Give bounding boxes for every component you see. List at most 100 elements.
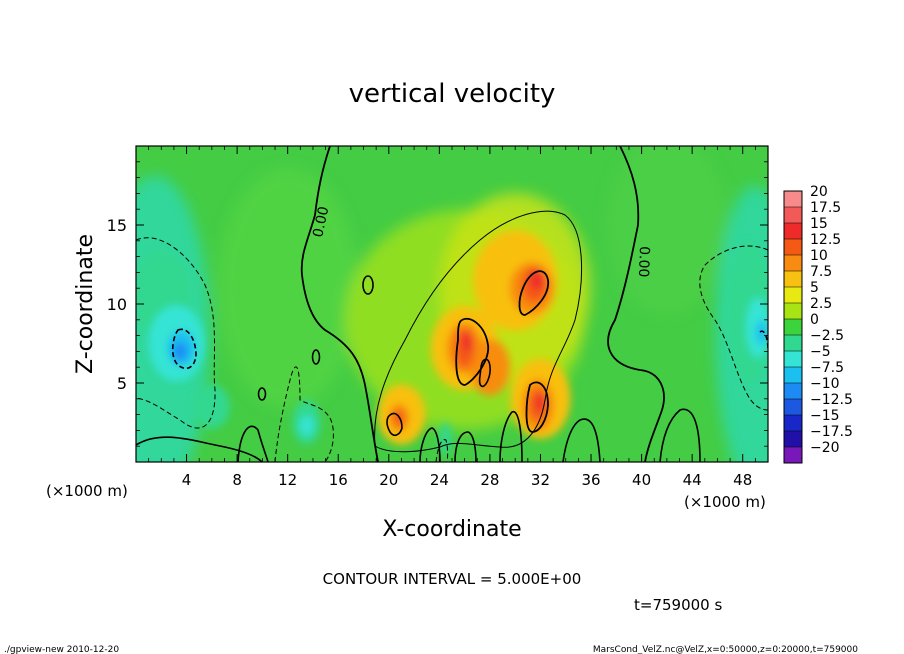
contour-lines <box>136 146 768 462</box>
x-unit-label-left: (×1000 m) <box>46 482 128 500</box>
contour-zero <box>257 387 267 401</box>
x-axis-label: X-coordinate <box>382 517 521 542</box>
contour-zero <box>300 146 379 462</box>
x-tick-label: 12 <box>278 471 297 489</box>
contour-negative <box>699 245 768 411</box>
footer-left: ./gpview-new 2010-12-20 <box>4 645 119 654</box>
contour-zero <box>478 358 491 388</box>
x-tick-label: 36 <box>581 471 600 489</box>
x-tick-label: 28 <box>480 471 499 489</box>
colorbar-label: 15 <box>810 216 828 232</box>
colorbar-label: −17.5 <box>810 424 853 440</box>
contour-negative <box>171 328 197 370</box>
chart-title: vertical velocity <box>349 79 556 109</box>
colorbar-label: 20 <box>810 184 828 200</box>
colorbar-label: −7.5 <box>810 360 844 376</box>
footer-right: MarsCond_VelZ.nc@VelZ,x=0:50000,z=0:2000… <box>593 645 858 654</box>
contour-zero <box>237 425 269 462</box>
colorbar-label: 5 <box>810 280 819 296</box>
colorbar-swatch <box>784 447 802 464</box>
contour-zero <box>455 317 489 386</box>
contour-negative <box>435 439 449 462</box>
colorbar-swatch <box>784 415 802 432</box>
colorbar-swatch <box>784 383 802 400</box>
plot-area <box>136 146 768 462</box>
x-tick-label: 16 <box>329 471 348 489</box>
downdraft-blob <box>755 320 768 345</box>
downdraft-blob <box>193 384 230 429</box>
contour-zero <box>386 412 403 437</box>
colorbar-label: −12.5 <box>810 392 853 408</box>
colorbar-label: −5 <box>810 344 831 360</box>
y-axis-ticks: 5 10 15 <box>107 161 768 447</box>
colorbar-label: 17.5 <box>810 200 841 216</box>
colorbar-frame <box>783 190 803 464</box>
colorbar-label: −20 <box>810 440 840 456</box>
field-blob <box>606 146 727 315</box>
contour-zero <box>374 210 582 453</box>
contour-negative <box>274 366 334 462</box>
field-blob <box>217 168 358 409</box>
colorbar-label: 0 <box>810 312 819 328</box>
contour-zero <box>136 436 263 462</box>
colorbar-label: −2.5 <box>810 328 844 344</box>
colorbar-swatch <box>784 303 802 320</box>
x-axis-ticks: 4 8 12 16 20 24 28 32 36 40 44 48 <box>148 146 769 489</box>
updraft-blob <box>529 270 544 291</box>
y-axis-label: Z-coordinate <box>73 234 98 374</box>
colorbar-swatch <box>784 431 802 448</box>
contour-zero <box>419 427 441 462</box>
colorbar-swatch <box>784 207 802 224</box>
contour-zero <box>525 381 549 433</box>
colorbar-swatch <box>784 287 802 304</box>
colorbar-swatch <box>784 223 802 240</box>
y-tick-label: 5 <box>117 374 127 393</box>
x-tick-label: 32 <box>531 471 550 489</box>
colorbar-swatch <box>784 239 802 256</box>
downdraft-blob <box>439 422 452 455</box>
contour-interval-text: CONTOUR INTERVAL = 5.000E+00 <box>323 570 582 588</box>
downdraft-blob <box>299 415 314 436</box>
colorbar-swatch <box>784 335 802 352</box>
colorbar-swatch <box>784 255 802 272</box>
contour-zero <box>499 411 523 462</box>
contour-zero <box>362 275 374 295</box>
x-tick-label: 40 <box>632 471 651 489</box>
x-tick-label: 4 <box>182 471 192 489</box>
colorbar-label: 7.5 <box>810 264 832 280</box>
y-tick-label: 10 <box>107 295 127 314</box>
x-tick-label: 48 <box>733 471 752 489</box>
contour-zero <box>454 431 477 462</box>
contour-zero <box>311 349 321 365</box>
updraft-blob <box>462 331 473 352</box>
y-tick-label: 15 <box>107 216 127 235</box>
time-text: t=759000 s <box>634 596 722 614</box>
colorbar-swatch <box>784 191 802 208</box>
colorbar-swatch <box>784 271 802 288</box>
contour-zero <box>607 146 665 462</box>
colorbar-label: −15 <box>810 408 840 424</box>
colorbar-label: 12.5 <box>810 232 841 248</box>
x-tick-label: 8 <box>232 471 242 489</box>
x-tick-label: 20 <box>379 471 398 489</box>
contour-zero <box>659 408 701 462</box>
velocity-field <box>136 146 768 462</box>
colorbar-swatch <box>784 351 802 368</box>
updraft-blob <box>535 392 546 411</box>
x-unit-label-right: (×1000 m) <box>684 493 766 511</box>
contour-zero <box>562 418 601 462</box>
field-detail-layer <box>136 230 768 455</box>
contour-label-right: 0.00 <box>635 246 652 278</box>
colorbar-swatch <box>784 399 802 416</box>
colorbar: 2017.51512.5107.552.50−2.5−5−7.5−10−12.5… <box>783 184 853 464</box>
downdraft-blob <box>173 342 188 361</box>
contour-zero <box>518 270 549 316</box>
x-tick-label: 44 <box>683 471 702 489</box>
contour-negative <box>136 237 216 429</box>
colorbar-label: 2.5 <box>810 296 832 312</box>
colorbar-swatch <box>784 367 802 384</box>
colorbar-label: −10 <box>810 376 840 392</box>
contour-label-left: 0.00 <box>310 205 332 239</box>
colorbar-label: 10 <box>810 248 828 264</box>
